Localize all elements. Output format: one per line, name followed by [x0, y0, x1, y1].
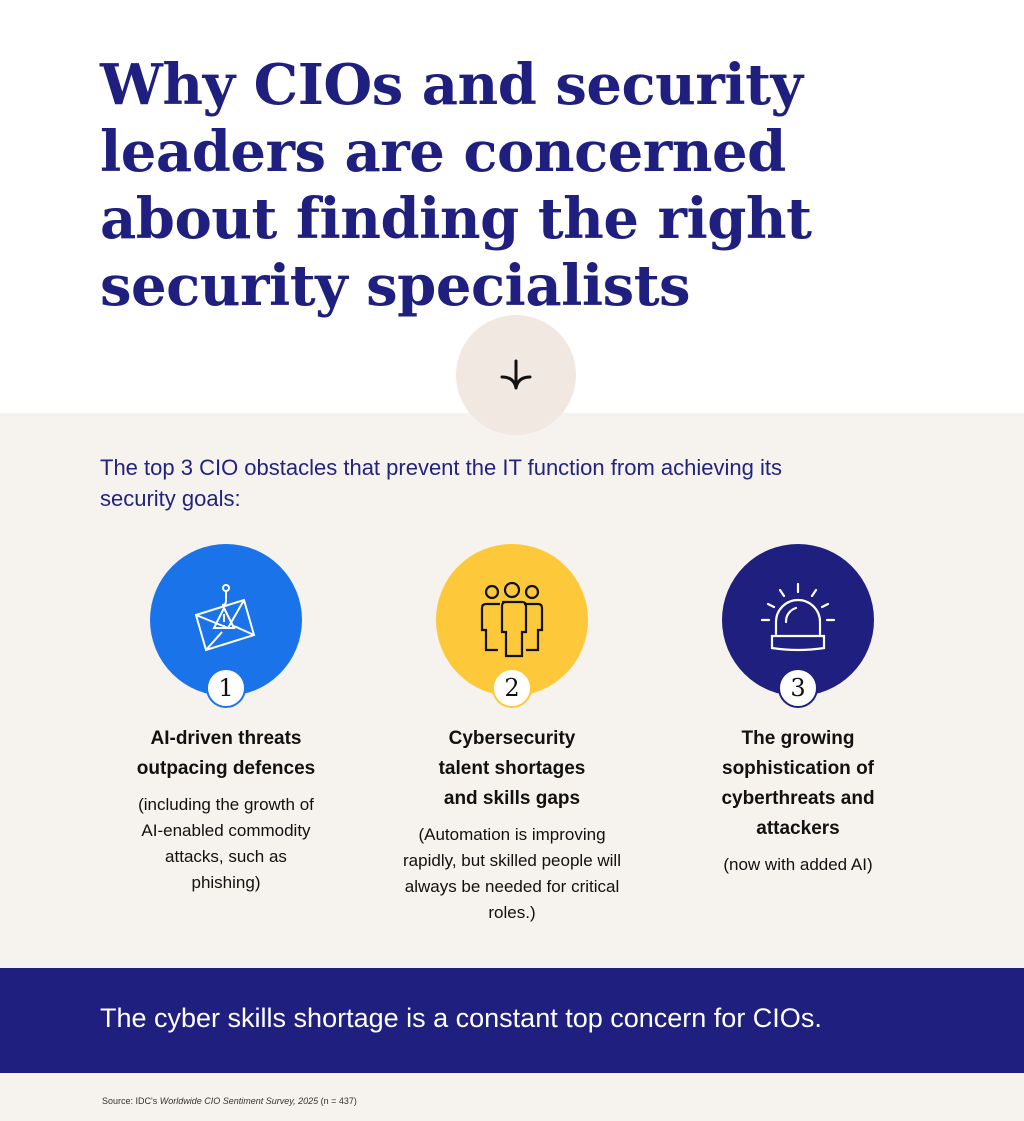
obstacle-description: (now with added AI) — [723, 855, 873, 874]
obstacle-heading: AI-driven threats outpacing defences — [136, 728, 316, 779]
arrow-down-icon — [456, 315, 576, 435]
page-title: Why CIOs and security leaders are concer… — [100, 52, 812, 319]
number-badge: 2 — [492, 668, 532, 708]
obstacle-description: (including the growth of AI-enabled comm… — [138, 795, 314, 892]
obstacle-heading: The growing sophistication of cyberthrea… — [721, 728, 875, 839]
phishing-email-icon — [150, 544, 302, 696]
source-note: Source: IDC's Worldwide CIO Sentiment Su… — [102, 1096, 357, 1106]
source-suffix: (n = 437) — [318, 1096, 357, 1106]
survey-name: Worldwide CIO Sentiment Survey, 2025 — [159, 1096, 319, 1106]
obstacle-1: 1 AI-driven threats outpacing defences (… — [96, 544, 356, 896]
obstacle-description: (Automation is improving rapidly, but sk… — [403, 825, 621, 922]
number-badge: 3 — [778, 668, 818, 708]
source-prefix: Source: IDC's — [102, 1096, 160, 1106]
obstacle-3: 3 The growing sophistication of cyberthr… — [668, 544, 928, 878]
obstacle-2: 2 Cybersecurity talent shortages and ski… — [382, 544, 642, 926]
subtitle: The top 3 CIO obstacles that prevent the… — [100, 455, 782, 511]
conclusion-banner: The cyber skills shortage is a constant … — [0, 968, 1024, 1073]
number-badge: 1 — [206, 668, 246, 708]
obstacle-heading: Cybersecurity talent shortages and skill… — [438, 728, 586, 809]
